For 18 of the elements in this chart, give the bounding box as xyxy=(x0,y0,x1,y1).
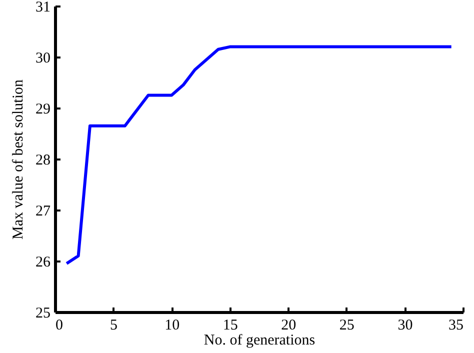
line-series xyxy=(65,45,453,266)
x-tick-label: 30 xyxy=(398,318,413,334)
x-tick-label: 35 xyxy=(448,318,464,334)
x-tick-label: 5 xyxy=(110,318,118,334)
y-tick-label: 26 xyxy=(36,254,51,270)
x-tick-label: 10 xyxy=(164,318,180,334)
y-tick-label: 28 xyxy=(36,152,50,168)
y-tick-label: 30 xyxy=(36,50,50,66)
y-tick-label: 31 xyxy=(36,0,50,16)
x-tick-label: 25 xyxy=(339,318,354,334)
y-tick-label: 27 xyxy=(36,204,51,220)
y-tick-label: 29 xyxy=(36,102,50,118)
y-axis-title: Max value of best solution xyxy=(10,79,26,240)
x-tick-label: 0 xyxy=(56,318,63,334)
x-tick-label: 15 xyxy=(222,318,238,334)
y-tick-label: 25 xyxy=(36,306,50,322)
x-tick-label: 20 xyxy=(281,318,296,334)
x-axis-title: No. of generations xyxy=(204,332,316,348)
